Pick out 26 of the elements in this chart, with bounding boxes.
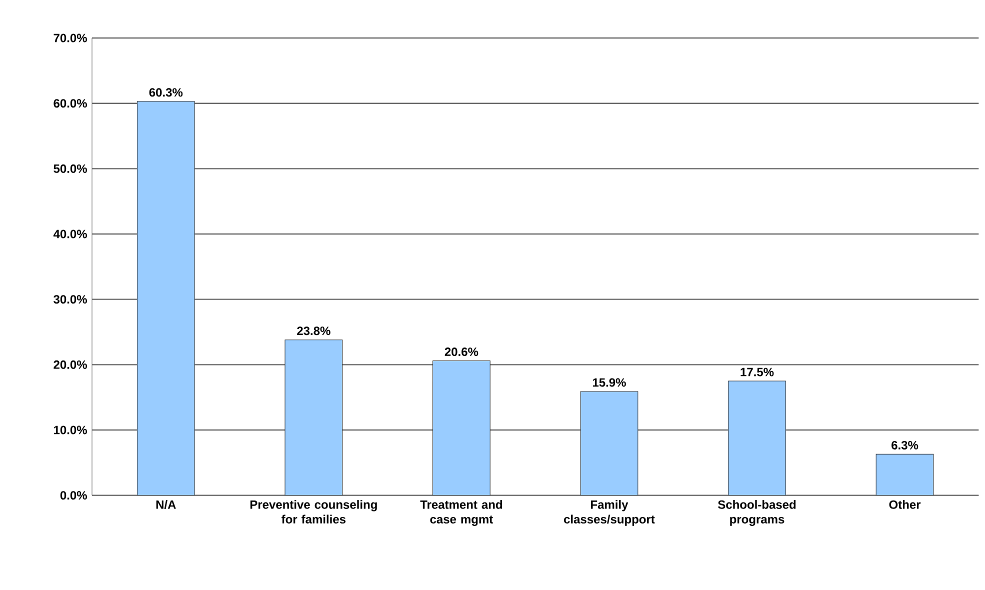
y-tick-label: 40.0% (53, 230, 87, 238)
data-label: 20.6% (444, 348, 478, 356)
bar (876, 454, 934, 496)
x-tick-label: Treatment and case mgmt (420, 500, 502, 526)
y-tick-label: 20.0% (54, 360, 87, 369)
y-tick-label: 60.0% (54, 99, 87, 108)
y-tick-label: 50.0% (54, 164, 87, 173)
bar (580, 391, 638, 496)
bar (432, 360, 490, 496)
y-tick-label: 70.0% (54, 34, 87, 42)
bar (728, 380, 786, 496)
bar (284, 340, 343, 496)
data-label: 6.3% (892, 440, 918, 450)
x-tick-label: N/A (156, 500, 176, 509)
data-label: 60.3% (149, 88, 183, 97)
data-label: 23.8% (297, 326, 330, 336)
data-label: 17.5% (740, 368, 774, 376)
data-label: 15.9% (592, 378, 626, 387)
x-tick-label: School-based programs (718, 500, 796, 526)
y-tick-label: 0.0% (60, 491, 87, 500)
x-tick-label: Other (889, 500, 921, 509)
y-tick-label: 30.0% (54, 295, 87, 304)
x-tick-label: Preventive counseling for families (250, 500, 377, 524)
x-tick-label: Family classes/support (564, 500, 655, 526)
bar (136, 101, 195, 496)
y-tick-label: 10.0% (54, 426, 87, 434)
